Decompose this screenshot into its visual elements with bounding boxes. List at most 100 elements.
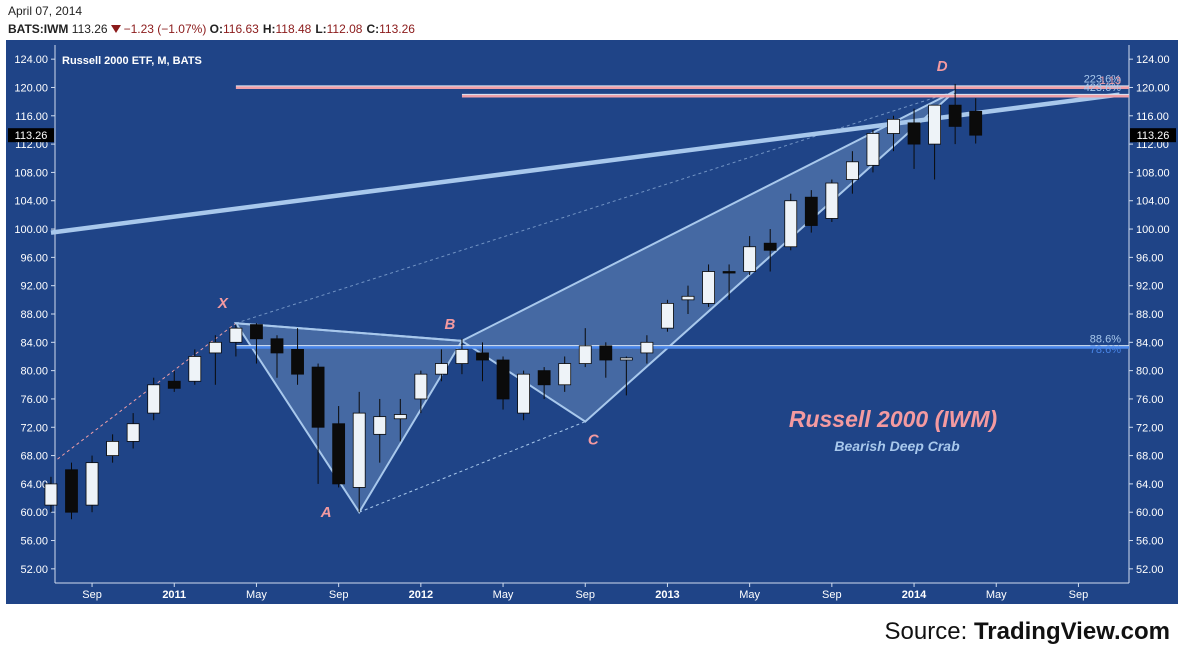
y-tick-label-left: 92.00	[20, 281, 48, 293]
candle-down	[496, 359, 510, 400]
candle-down	[599, 345, 613, 361]
fib-level-label: 88.6%	[1090, 333, 1121, 345]
y-tick-label-left: 52.00	[20, 564, 48, 576]
candlestick-chart[interactable]: 52.00 52.00 56.00 56.00 60.00 60.00 64.00 64.00…	[0, 40, 1184, 610]
y-tick-label-left: 116.00	[15, 111, 48, 123]
candle-up	[784, 200, 798, 248]
y-tick-label-right: 96.00	[1136, 252, 1164, 264]
candle-down	[969, 110, 983, 136]
close-value: 113.26	[379, 22, 415, 36]
y-tick-label-left: 64.00	[20, 479, 48, 491]
x-tick-label: May	[493, 589, 514, 601]
source-prefix: Source:	[884, 618, 974, 645]
candle-up	[578, 345, 592, 364]
last-price-badge-left	[8, 128, 54, 143]
high-label: H:	[262, 22, 276, 36]
y-tick-label-right: 100.00	[1136, 224, 1170, 236]
y-tick-label-left: 96.00	[20, 252, 48, 264]
y-tick-label-right: 92.00	[1136, 281, 1164, 293]
y-tick-label-left: 124.00	[14, 54, 48, 66]
close-label: C:	[366, 22, 380, 36]
candle-up	[229, 327, 243, 343]
x-tick-label: May	[739, 589, 760, 601]
price-change: −1.23 (−1.07%)	[123, 22, 207, 36]
y-tick-label-right: 64.00	[1136, 479, 1164, 491]
candle-down	[311, 366, 325, 428]
y-tick-label-left: 72.00	[20, 422, 48, 434]
candle-up	[517, 373, 530, 414]
source-credit: Source: TradingView.com	[885, 618, 1170, 646]
x-tick-label: Sep	[1069, 589, 1089, 601]
y-tick-label-right: 84.00	[1136, 337, 1164, 349]
candle-up	[44, 483, 58, 506]
candle-up	[825, 182, 839, 219]
candle-up	[661, 302, 674, 329]
y-tick-label-left: 120.00	[14, 82, 48, 94]
y-tick-label-left: 100.00	[14, 224, 48, 236]
bd-dashed-line	[461, 90, 956, 342]
y-tick-label-right: 52.00	[1136, 564, 1164, 576]
candle-down	[476, 352, 489, 361]
low-label: L:	[315, 22, 327, 36]
y-tick-label-right: 60.00	[1136, 507, 1164, 519]
x-tick-label: Sep	[82, 589, 102, 601]
symbol: BATS:IWM	[8, 22, 69, 36]
candle-up	[681, 295, 695, 301]
y-tick-label-left: 76.00	[20, 394, 48, 406]
y-tick-label-left: 68.00	[20, 451, 48, 463]
y-tick-label-right: 108.00	[1136, 167, 1170, 179]
candle-up	[208, 341, 222, 354]
y-tick-label-left: 104.00	[14, 196, 48, 208]
open-label: O:	[209, 22, 224, 36]
point-label-a: A	[320, 504, 332, 521]
candle-up	[434, 363, 448, 375]
candle-up	[455, 348, 469, 364]
chart-date: April 07, 2014	[8, 4, 83, 18]
overlay-subtitle: Bearish Deep Crab	[834, 438, 960, 454]
candle-up	[147, 384, 161, 414]
candle-up	[373, 416, 387, 435]
point-label-c: C	[588, 432, 600, 449]
y-tick-label-right: 88.00	[1136, 309, 1164, 321]
x-tick-label: 2012	[409, 589, 433, 601]
candle-down	[250, 324, 263, 340]
y-tick-label-right: 120.00	[1136, 82, 1170, 94]
candle-up	[866, 133, 880, 166]
candle-up	[887, 118, 900, 134]
candle-up	[414, 373, 428, 400]
candle-up	[640, 341, 654, 354]
last-price-badge-right	[1130, 128, 1176, 143]
candle-up	[188, 356, 202, 382]
candle-up	[106, 441, 119, 456]
y-tick-label-right: 80.00	[1136, 366, 1164, 378]
leadin-dashed-line	[57, 322, 237, 460]
candle-up	[702, 271, 715, 304]
fib-side-label: 1.13	[1100, 75, 1121, 87]
quote-line: BATS:IWM 113.26 −1.23 (−1.07%) O:116.63 H:…	[8, 22, 419, 36]
x-tick-label: Sep	[575, 589, 595, 601]
y-tick-label-left: 80.00	[20, 366, 48, 378]
point-label-b: B	[445, 316, 456, 333]
xb-line	[235, 322, 463, 342]
x-tick-label: 2014	[902, 589, 927, 601]
candle-up	[558, 363, 572, 386]
high-value: 118.48	[275, 22, 312, 36]
fib-level-label: 223.6%	[1084, 73, 1122, 85]
point-label-x: X	[217, 295, 229, 312]
candle-up	[743, 246, 757, 272]
y-tick-label-right: 116.00	[1136, 111, 1169, 123]
low-value: 112.08	[326, 22, 363, 36]
candle-down	[763, 242, 777, 251]
source-brand: TradingView.com	[973, 618, 1170, 645]
candle-up	[352, 412, 366, 488]
plot-background	[6, 40, 1178, 604]
x-tick-label: Sep	[822, 589, 842, 601]
y-tick-label-right: 68.00	[1136, 451, 1164, 463]
y-tick-label-right: 124.00	[1136, 54, 1170, 66]
y-tick-label-left: 56.00	[20, 536, 48, 548]
x-tick-label: May	[246, 589, 267, 601]
candle-up	[928, 104, 941, 145]
trendline	[50, 92, 1120, 235]
fib-level-label: 423.6%	[1084, 82, 1122, 94]
candle-down	[722, 271, 736, 274]
